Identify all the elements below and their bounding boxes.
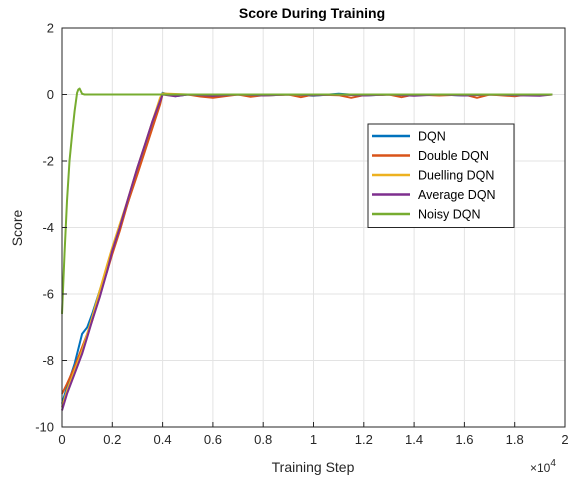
chart-title: Score During Training [239,5,385,21]
x-axis-label: Training Step [272,459,355,475]
series-layer [61,87,553,411]
x-multiplier-exponent: 4 [550,458,556,469]
legend-label: Double DQN [418,149,489,163]
x-tick-label: 1.8 [506,432,524,447]
x-tick-label: 1.4 [405,432,423,447]
x-axis-multiplier: ×104 [530,458,556,475]
legend-label: Duelling DQN [418,169,494,183]
y-tick-label: -2 [42,154,54,169]
x-tick-label: 1.2 [355,432,373,447]
y-tick-label: -6 [42,287,54,302]
y-tick-label: -4 [42,220,54,235]
y-tick-label: 2 [47,21,54,36]
y-axis-label: Score [9,210,25,247]
legend: DQN Double DQN Duelling DQN Average DQN Nois… [367,123,515,228]
y-tick-label: -8 [42,353,54,368]
x-tick-label: 0.6 [204,432,222,447]
ticks: 0 0.2 0.4 0.6 0.8 1 1.2 1.4 1.6 1.8 2 -10 -8 -6 -4 -2 0 2 [35,21,568,448]
legend-label: Average DQN [418,188,496,202]
series-line [61,87,553,314]
x-tick-label: 0 [58,432,65,447]
x-tick-label: 0.4 [154,432,172,447]
x-multiplier-base: ×10 [530,461,551,475]
legend-label: DQN [418,130,446,144]
x-tick-label: 1.6 [455,432,473,447]
y-tick-label: -10 [35,420,54,435]
x-tick-label: 2 [561,432,568,447]
x-tick-label: 1 [310,432,317,447]
y-tick-label: 0 [47,87,54,102]
legend-label: Noisy DQN [418,208,481,222]
x-tick-label: 0.2 [103,432,121,447]
x-tick-label: 0.8 [254,432,272,447]
